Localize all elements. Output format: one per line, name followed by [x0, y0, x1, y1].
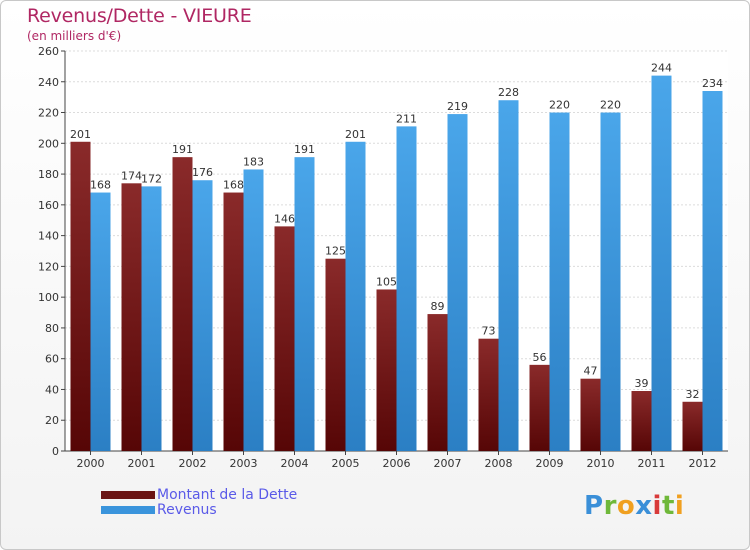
bar-dette — [427, 314, 448, 451]
bar-dette — [631, 391, 652, 451]
bar-dette — [223, 192, 244, 452]
data-label-revenus: 183 — [243, 155, 264, 168]
bar-revenus — [243, 169, 264, 451]
bar-dette — [529, 364, 550, 451]
x-tick-label: 2006 — [383, 457, 411, 470]
data-label-dette: 56 — [533, 351, 547, 364]
x-tick-label: 2008 — [485, 457, 513, 470]
x-tick-label: 2004 — [281, 457, 309, 470]
y-tick-label: 240 — [38, 76, 59, 89]
data-label-revenus: 228 — [498, 86, 519, 99]
data-label-revenus: 176 — [192, 166, 213, 179]
data-label-dette: 39 — [635, 377, 649, 390]
data-label-dette: 32 — [686, 388, 700, 401]
bar-dette — [121, 183, 142, 452]
x-tick-label: 2002 — [179, 457, 207, 470]
data-label-dette: 146 — [274, 212, 295, 225]
bar-dette — [172, 157, 193, 451]
bar-revenus — [600, 112, 621, 452]
x-tick-label: 2003 — [230, 457, 258, 470]
data-label-revenus: 168 — [90, 179, 111, 192]
data-label-revenus: 211 — [396, 112, 417, 125]
bar-revenus — [192, 180, 213, 451]
bar-dette — [580, 378, 601, 451]
y-tick-label: 260 — [38, 45, 59, 58]
data-label-revenus: 172 — [141, 172, 162, 185]
data-label-dette: 47 — [584, 365, 598, 378]
data-label-dette: 89 — [431, 300, 445, 313]
legend-item-dette: Montant de la Dette — [101, 487, 297, 503]
chart-title: Revenus/Dette - VIEURE — [27, 5, 252, 27]
bar-revenus — [396, 126, 417, 451]
data-label-dette: 174 — [121, 169, 142, 182]
bar-dette — [70, 141, 91, 451]
data-label-revenus: 191 — [294, 143, 315, 156]
x-tick-label: 2000 — [77, 457, 105, 470]
data-label-dette: 73 — [482, 325, 496, 338]
y-tick-label: 20 — [45, 414, 59, 427]
data-label-dette: 125 — [325, 245, 346, 258]
data-label-dette: 191 — [172, 143, 193, 156]
bar-dette — [478, 338, 499, 451]
bar-revenus — [90, 192, 111, 452]
x-tick-label: 2011 — [638, 457, 666, 470]
data-label-revenus: 201 — [345, 128, 366, 141]
bar-revenus — [549, 112, 570, 452]
y-tick-label: 60 — [45, 353, 59, 366]
bar-revenus — [651, 75, 672, 451]
y-tick-label: 160 — [38, 199, 59, 212]
bar-revenus — [702, 91, 723, 451]
y-tick-label: 220 — [38, 107, 59, 120]
x-tick-label: 2009 — [536, 457, 564, 470]
legend-item-revenus: Revenus — [101, 502, 217, 518]
data-label-revenus: 234 — [702, 77, 723, 90]
bar-revenus — [141, 186, 162, 451]
data-label-revenus: 220 — [600, 99, 621, 112]
y-tick-label: 80 — [45, 322, 59, 335]
x-tick-label: 2001 — [128, 457, 156, 470]
x-tick-label: 2007 — [434, 457, 462, 470]
y-tick-label: 120 — [38, 260, 59, 273]
proxiti-logo: Proxiti — [584, 491, 685, 521]
bar-revenus — [294, 157, 315, 451]
bar-dette — [274, 226, 295, 451]
bar-dette — [325, 258, 346, 451]
bar-revenus — [498, 100, 519, 451]
x-tick-label: 2005 — [332, 457, 360, 470]
legend-swatch-revenus — [101, 506, 155, 514]
data-label-dette: 105 — [376, 275, 397, 288]
y-tick-label: 180 — [38, 168, 59, 181]
y-tick-label: 140 — [38, 230, 59, 243]
chart-subtitle: (en milliers d'€) — [27, 29, 122, 43]
bar-revenus — [345, 141, 366, 451]
legend-label-revenus: Revenus — [157, 502, 217, 518]
data-label-revenus: 219 — [447, 100, 468, 113]
x-tick-label: 2010 — [587, 457, 615, 470]
data-label-revenus: 244 — [651, 62, 672, 75]
data-label-dette: 201 — [70, 128, 91, 141]
bar-revenus — [447, 114, 468, 452]
x-tick-label: 2012 — [689, 457, 717, 470]
bar-dette — [376, 289, 397, 451]
data-label-revenus: 220 — [549, 99, 570, 112]
legend-swatch-dette — [101, 491, 155, 499]
y-tick-label: 0 — [52, 445, 59, 458]
y-tick-label: 100 — [38, 291, 59, 304]
y-tick-label: 40 — [45, 383, 59, 396]
y-tick-label: 200 — [38, 137, 59, 150]
legend-label-dette: Montant de la Dette — [157, 487, 298, 503]
bar-dette — [682, 401, 703, 451]
data-label-dette: 168 — [223, 179, 244, 192]
